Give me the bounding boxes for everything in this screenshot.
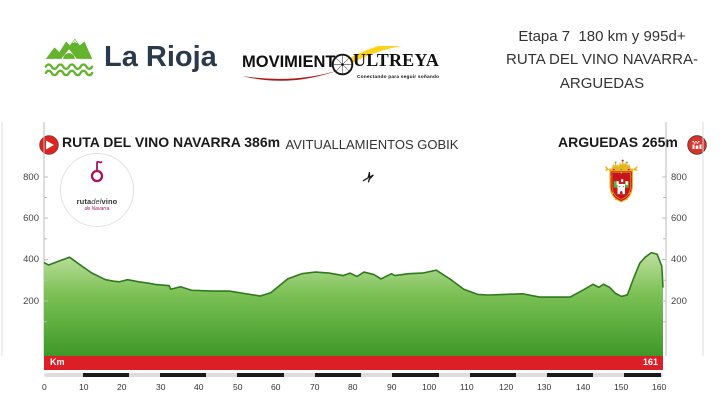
svg-text:200: 200 — [671, 296, 687, 307]
svg-text:800: 800 — [23, 172, 39, 183]
svg-text:200: 200 — [23, 296, 39, 307]
svg-text:600: 600 — [671, 213, 687, 224]
svg-text:400: 400 — [671, 254, 687, 265]
svg-text:800: 800 — [671, 172, 687, 183]
svg-text:600: 600 — [23, 213, 39, 224]
svg-text:400: 400 — [23, 254, 39, 265]
